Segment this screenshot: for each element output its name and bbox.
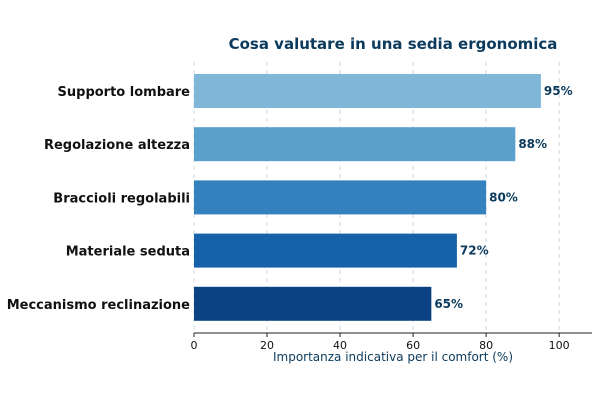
value-label: 88% xyxy=(518,137,547,151)
value-label: 72% xyxy=(460,244,489,258)
category-label: Braccioli regolabili xyxy=(53,191,190,206)
category-label: Materiale seduta xyxy=(66,245,190,260)
category-label: Supporto lombare xyxy=(58,85,191,100)
x-tick-label: 0 xyxy=(191,339,198,352)
category-label: Regolazione altezza xyxy=(44,138,190,153)
x-tick-label: 20 xyxy=(260,339,274,352)
bars xyxy=(194,74,541,321)
x-tick-label: 80 xyxy=(479,339,493,352)
x-axis: 0 20 40 60 80 100 xyxy=(191,332,592,352)
value-label: 80% xyxy=(489,190,518,204)
bar xyxy=(194,180,487,215)
x-tick-label: 100 xyxy=(549,339,570,352)
bar xyxy=(194,286,432,321)
value-label: 65% xyxy=(434,297,463,311)
labels: Supporto lombare 95% Regolazione altezza 88… xyxy=(7,84,573,313)
x-tick-label: 40 xyxy=(333,339,347,352)
bar xyxy=(194,233,457,268)
bar xyxy=(194,127,516,162)
x-tick-label: 60 xyxy=(406,339,420,352)
category-label: Meccanismo reclinazione xyxy=(7,298,190,313)
x-axis-label: Importanza indicativa per il comfort (%) xyxy=(273,350,513,364)
bar xyxy=(194,74,541,108)
value-label: 95% xyxy=(544,84,573,98)
chart-title: Cosa valutare in una sedia ergonomica xyxy=(229,35,558,53)
